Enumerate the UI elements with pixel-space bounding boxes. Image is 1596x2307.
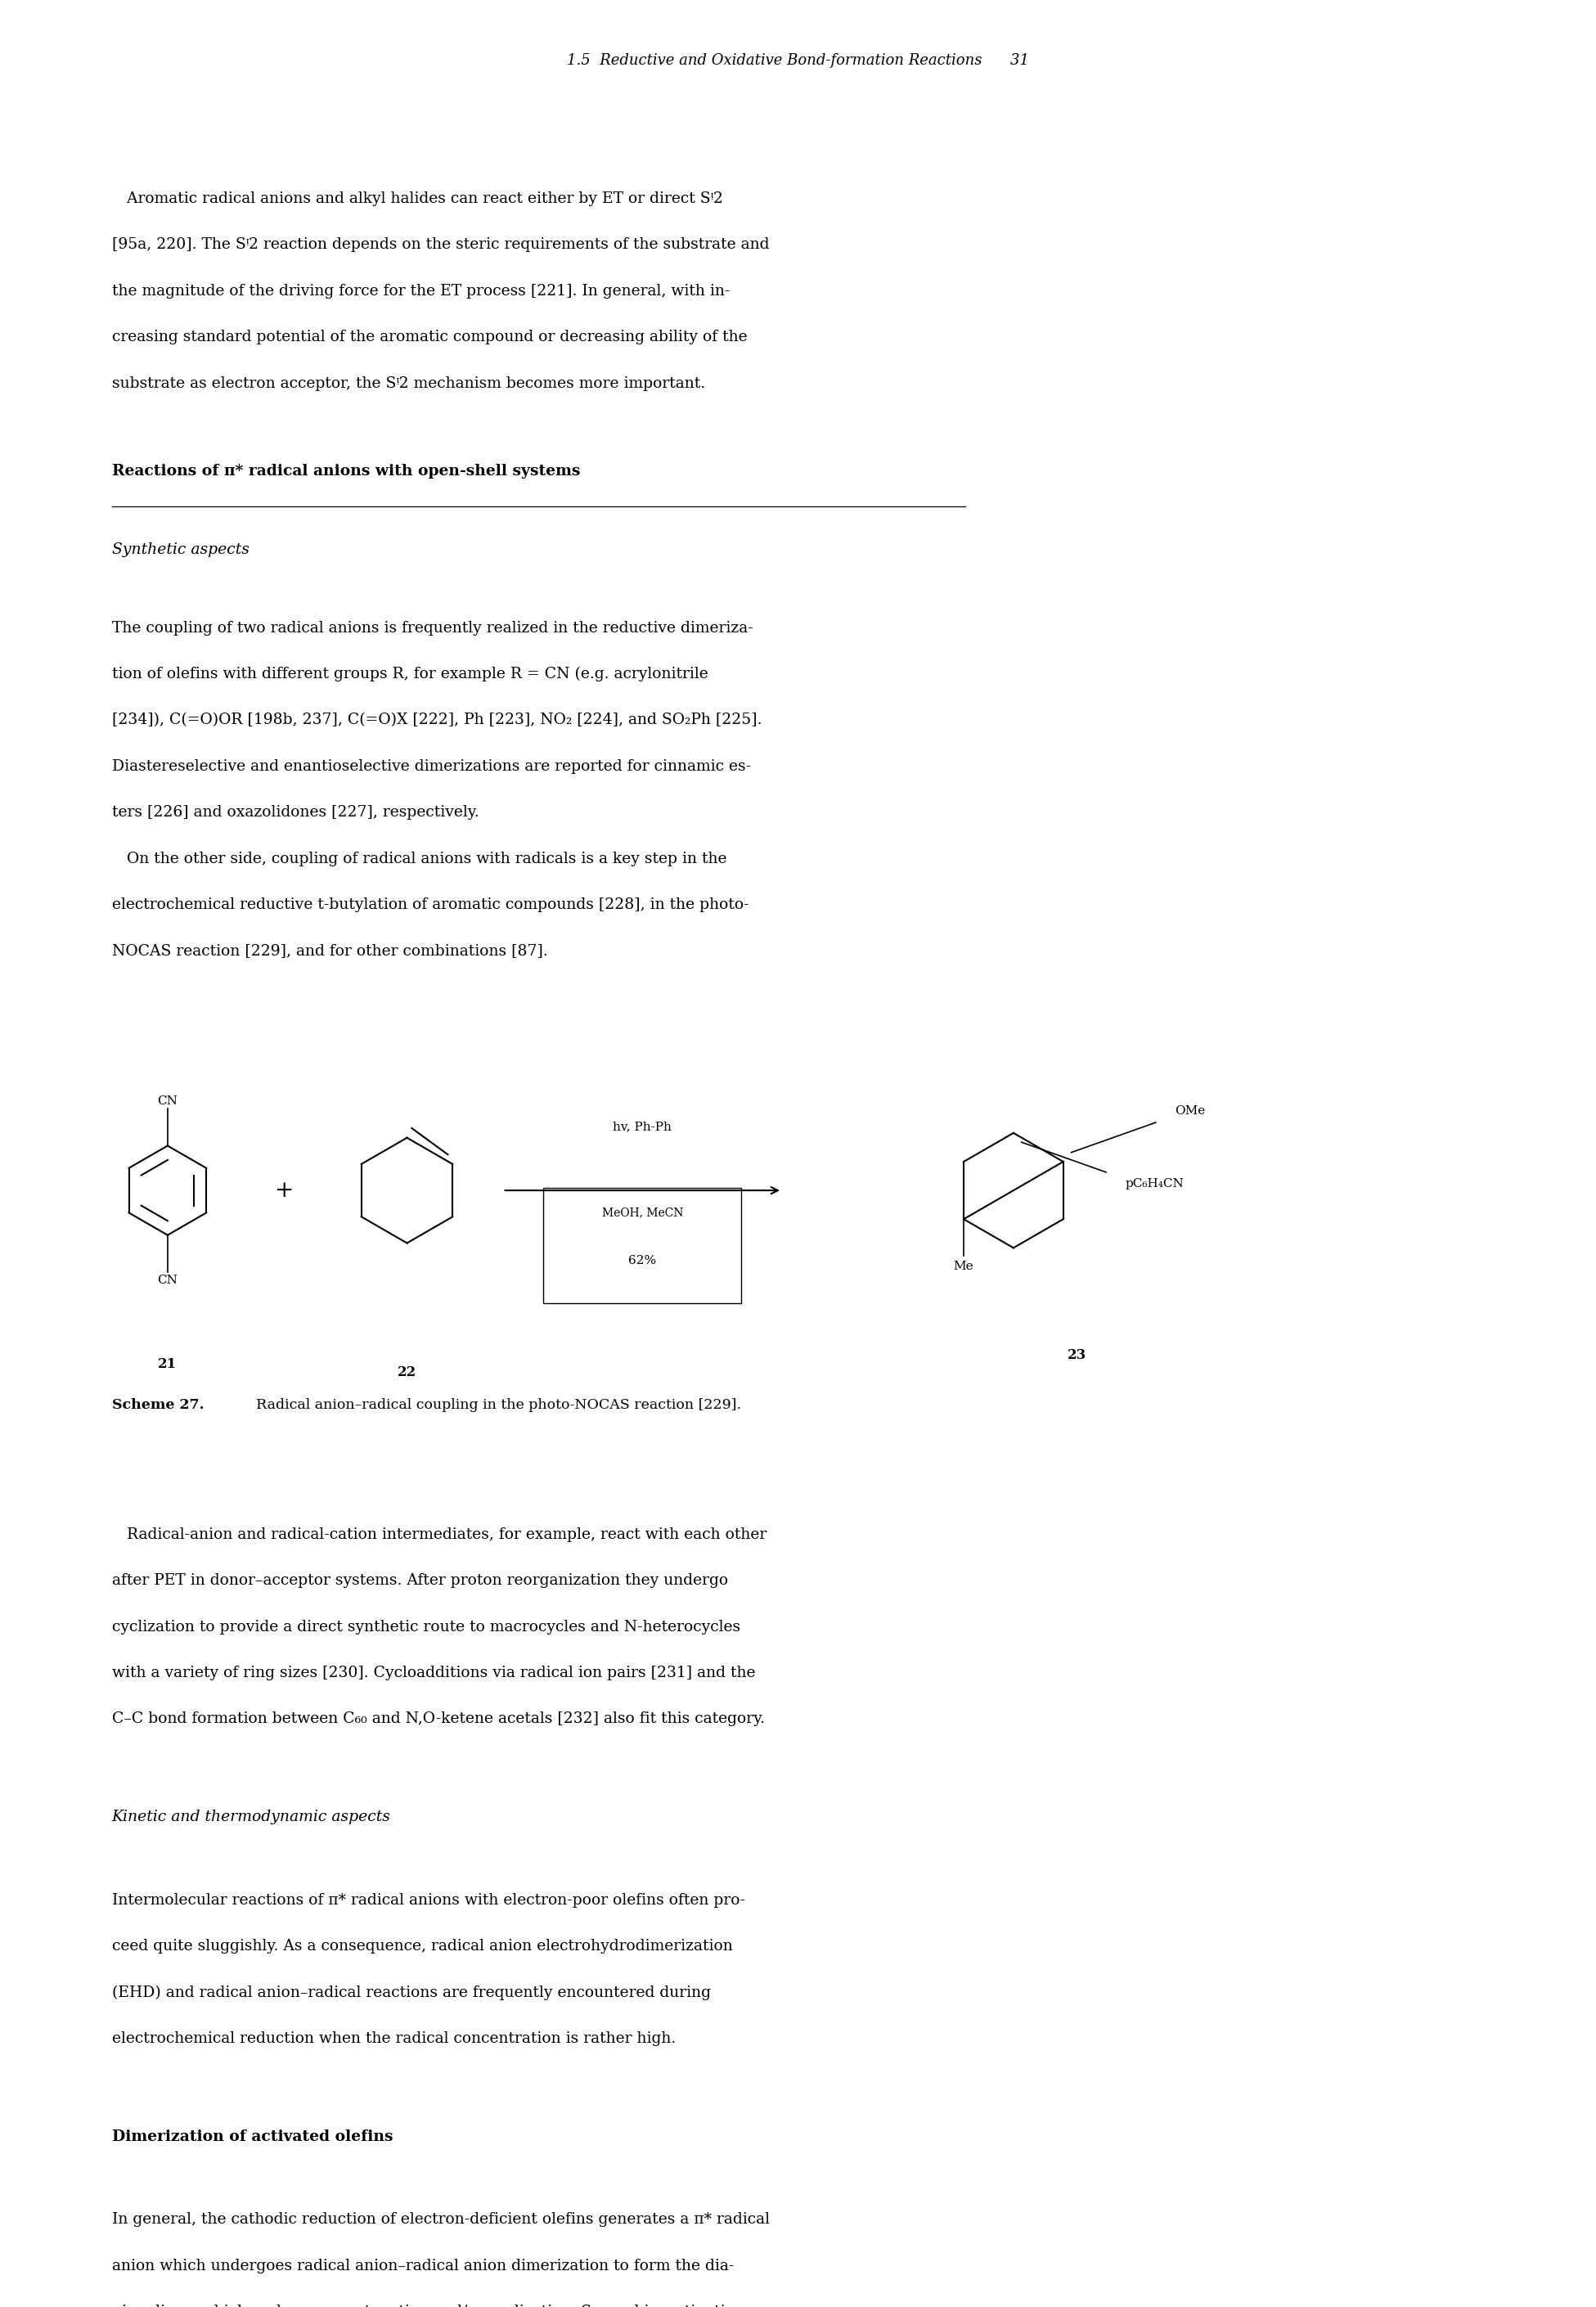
Text: Scheme 27.: Scheme 27. — [112, 1398, 204, 1412]
Text: pC₆H₄CN: pC₆H₄CN — [1125, 1179, 1184, 1190]
Text: cyclization to provide a direct synthetic route to macrocycles and N-heterocycle: cyclization to provide a direct syntheti… — [112, 1620, 741, 1633]
Text: The coupling of two radical anions is frequently realized in the reductive dimer: The coupling of two radical anions is fr… — [112, 621, 753, 634]
Text: with a variety of ring sizes [230]. Cycloadditions via radical ion pairs [231] a: with a variety of ring sizes [230]. Cycl… — [112, 1666, 755, 1679]
Text: OMe: OMe — [1175, 1105, 1205, 1117]
Text: [95a, 220]. The Sᵎ2 reaction depends on the steric requirements of the substrate: [95a, 220]. The Sᵎ2 reaction depends on … — [112, 238, 769, 251]
Text: creasing standard potential of the aromatic compound or decreasing ability of th: creasing standard potential of the aroma… — [112, 330, 747, 344]
Text: Intermolecular reactions of π* radical anions with electron-poor olefins often p: Intermolecular reactions of π* radical a… — [112, 1894, 745, 1908]
Text: 22: 22 — [397, 1366, 417, 1380]
Text: the magnitude of the driving force for the ET process [221]. In general, with in: the magnitude of the driving force for t… — [112, 284, 729, 298]
Text: Me: Me — [954, 1260, 974, 1271]
Text: On the other side, coupling of radical anions with radicals is a key step in the: On the other side, coupling of radical a… — [112, 851, 726, 865]
Text: 21: 21 — [158, 1357, 177, 1370]
Text: 62%: 62% — [629, 1255, 656, 1267]
Text: 23: 23 — [1068, 1347, 1087, 1361]
Text: after PET in donor–acceptor systems. After proton reorganization they undergo: after PET in donor–acceptor systems. Aft… — [112, 1573, 728, 1587]
Text: Kinetic and thermodynamic aspects: Kinetic and thermodynamic aspects — [112, 1811, 391, 1825]
Text: hv, Ph-Ph: hv, Ph-Ph — [613, 1121, 672, 1133]
Text: 1.5  Reductive and Oxidative Bond-formation Reactions      31: 1.5 Reductive and Oxidative Bond-formati… — [567, 53, 1029, 67]
Text: Aromatic radical anions and alkyl halides can react either by ET or direct Sᵎ2: Aromatic radical anions and alkyl halide… — [112, 191, 723, 205]
Text: CN: CN — [158, 1273, 177, 1285]
Text: (EHD) and radical anion–radical reactions are frequently encountered during: (EHD) and radical anion–radical reaction… — [112, 1986, 710, 2000]
Text: electrochemical reductive t-butylation of aromatic compounds [228], in the photo: electrochemical reductive t-butylation o… — [112, 897, 749, 911]
Text: Reactions of π* radical anions with open-shell systems: Reactions of π* radical anions with open… — [112, 464, 579, 478]
Text: Dimerization of activated olefins: Dimerization of activated olefins — [112, 2129, 393, 2143]
Text: electrochemical reduction when the radical concentration is rather high.: electrochemical reduction when the radic… — [112, 2032, 675, 2046]
Text: Diastereselective and enantioselective dimerizations are reported for cinnamic e: Diastereselective and enantioselective d… — [112, 759, 750, 773]
Text: anion which undergoes radical anion–radical anion dimerization to form the dia-: anion which undergoes radical anion–radi… — [112, 2259, 734, 2272]
Text: C–C bond formation between C₆₀ and N,O-ketene acetals [232] also fit this catego: C–C bond formation between C₆₀ and N,O-k… — [112, 1712, 764, 1726]
Text: substrate as electron acceptor, the Sᵎ2 mechanism becomes more important.: substrate as electron acceptor, the Sᵎ2 … — [112, 376, 705, 390]
Text: Radical anion–radical coupling in the photo-NOCAS reaction [229].: Radical anion–radical coupling in the ph… — [247, 1398, 742, 1412]
Text: ceed quite sluggishly. As a consequence, radical anion electrohydrodimerization: ceed quite sluggishly. As a consequence,… — [112, 1940, 733, 1954]
Text: CN: CN — [158, 1096, 177, 1107]
Text: +: + — [275, 1179, 294, 1202]
Text: Radical-anion and radical-cation intermediates, for example, react with each oth: Radical-anion and radical-cation interme… — [112, 1527, 766, 1541]
Text: MeOH, MeCN: MeOH, MeCN — [602, 1207, 683, 1218]
Text: tion of olefins with different groups R, for example R = CN (e.g. acrylonitrile: tion of olefins with different groups R,… — [112, 667, 709, 681]
Text: ters [226] and oxazolidones [227], respectively.: ters [226] and oxazolidones [227], respe… — [112, 805, 479, 819]
Text: NOCAS reaction [229], and for other combinations [87].: NOCAS reaction [229], and for other comb… — [112, 944, 547, 957]
Text: Synthetic aspects: Synthetic aspects — [112, 542, 249, 556]
Text: In general, the cathodic reduction of electron-deficient olefins generates a π* : In general, the cathodic reduction of el… — [112, 2212, 769, 2226]
Text: [234]), C(=O)OR [198b, 237], C(=O)X [222], Ph [223], NO₂ [224], and SO₂Ph [225].: [234]), C(=O)OR [198b, 237], C(=O)X [222… — [112, 713, 761, 727]
